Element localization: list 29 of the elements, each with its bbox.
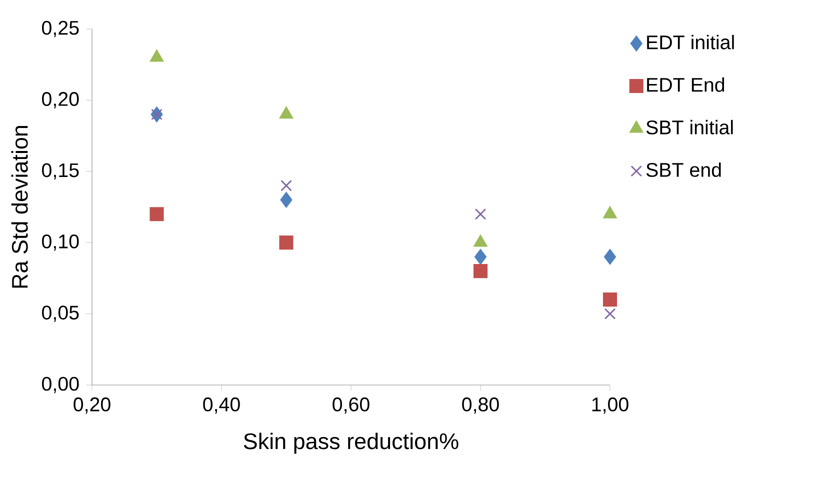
legend-label: EDT End — [647, 77, 724, 92]
point — [280, 192, 292, 208]
point — [150, 50, 164, 62]
legend-label: SBT end — [646, 162, 721, 177]
y-tick-label: 0,20 — [42, 92, 79, 108]
x-axis-title: Skin pass reduction% — [244, 432, 458, 454]
y-axis-title: Ra Std deviation — [11, 126, 28, 288]
point — [604, 249, 616, 265]
x-tick-label: 0,80 — [462, 397, 499, 414]
point — [604, 308, 616, 320]
y-tick-label: 0,25 — [42, 20, 79, 38]
point — [602, 292, 618, 307]
legend-label: SBT initial — [646, 120, 733, 134]
y-tick-label: 0,10 — [42, 234, 79, 251]
y-tick-label: 0,05 — [42, 306, 79, 322]
x-tick-label: 0,60 — [332, 397, 370, 414]
x-tick-label: 0,20 — [74, 397, 110, 414]
y-tick-label: 0,00 — [42, 376, 79, 394]
legend-label: EDT initial — [647, 34, 734, 50]
x-tick-label: 1,00 — [592, 397, 628, 414]
point — [150, 207, 164, 222]
point — [279, 236, 294, 250]
point — [279, 106, 294, 119]
x-tick-label: 0,40 — [203, 397, 240, 414]
point — [280, 180, 292, 192]
point — [474, 249, 486, 265]
point — [474, 208, 486, 220]
point — [473, 264, 488, 278]
y-tick-label: 0,15 — [42, 163, 79, 180]
